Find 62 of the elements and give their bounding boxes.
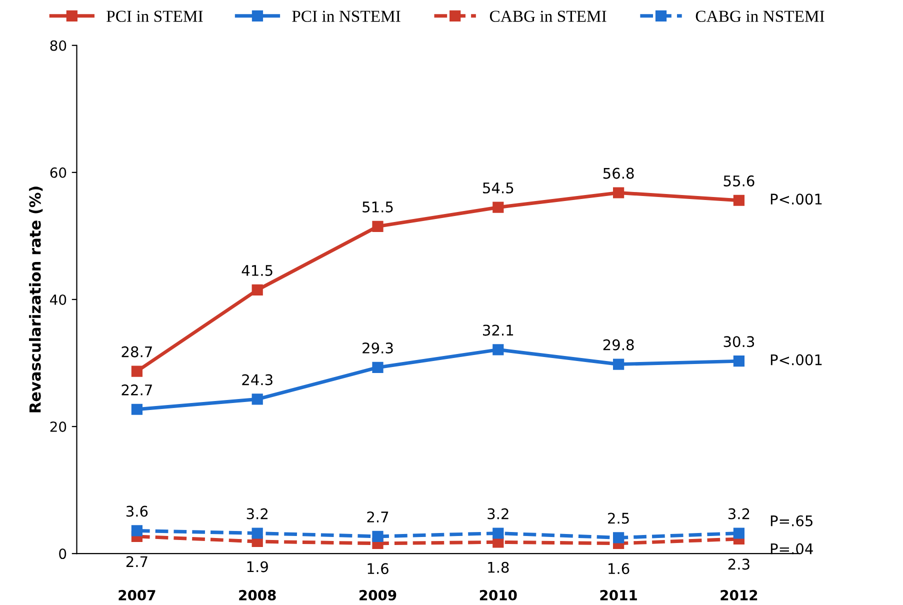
x-tick-label: 2012 xyxy=(720,590,758,600)
y-tick-label: 20 xyxy=(50,421,66,432)
data-label: 29.8 xyxy=(603,339,634,350)
legend-label: CABG in STEMI xyxy=(490,10,606,22)
data-label: 29.3 xyxy=(362,342,393,354)
point xyxy=(252,284,263,296)
y-tick-label: 40 xyxy=(50,294,66,305)
annotation: P<.001 xyxy=(770,354,822,366)
legend-label: PCI in NSTEMI xyxy=(292,10,400,22)
point xyxy=(492,202,504,213)
y-tick-label: 80 xyxy=(50,40,66,51)
point xyxy=(372,530,384,542)
point xyxy=(372,220,384,232)
data-label: 28.7 xyxy=(122,346,152,358)
data-label: 32.1 xyxy=(483,324,514,336)
annotation: P=.04 xyxy=(770,543,813,554)
data-label: 3.2 xyxy=(488,508,508,520)
data-label: 30.3 xyxy=(724,336,754,348)
data-label: 54.5 xyxy=(483,182,514,194)
point xyxy=(613,187,624,198)
data-label: 55.6 xyxy=(724,175,754,186)
x-tick-label: 2011 xyxy=(600,590,637,600)
data-label: 56.8 xyxy=(603,168,634,179)
x-tick-label: 2008 xyxy=(239,590,276,600)
data-label: 1.6 xyxy=(368,563,388,574)
data-label: 2.3 xyxy=(728,558,750,570)
point xyxy=(131,366,143,377)
data-label: 1.9 xyxy=(247,561,268,572)
point xyxy=(613,532,624,544)
point xyxy=(131,404,143,415)
data-label: 2.7 xyxy=(367,511,388,522)
x-tick-label: 2009 xyxy=(360,590,396,600)
point xyxy=(252,394,263,405)
point xyxy=(252,528,263,539)
data-label: 1.6 xyxy=(608,563,630,574)
data-label: 41.5 xyxy=(242,265,272,276)
point xyxy=(613,358,624,370)
point xyxy=(733,356,745,367)
data-label: 1.8 xyxy=(488,562,509,573)
data-label: 24.3 xyxy=(242,374,272,386)
x-tick-label: 2010 xyxy=(480,590,517,600)
point xyxy=(372,362,384,374)
data-label: 3.2 xyxy=(728,508,750,520)
point xyxy=(733,194,745,206)
x-tick-label: 2007 xyxy=(118,590,156,600)
y-axis-title: Revascularization rate (%) xyxy=(29,186,43,412)
y-tick-label: 0 xyxy=(59,548,66,560)
annotation: P=.65 xyxy=(770,515,812,526)
point xyxy=(492,528,504,539)
data-label: 2.7 xyxy=(126,556,148,567)
data-label: 51.5 xyxy=(362,202,393,212)
data-label: 2.5 xyxy=(608,512,629,524)
point xyxy=(733,528,745,539)
data-label: 3.6 xyxy=(126,506,148,517)
point xyxy=(131,525,143,536)
point xyxy=(492,344,504,356)
y-tick-label: 60 xyxy=(50,167,66,178)
annotation: P<.001 xyxy=(770,194,822,205)
data-label: 3.2 xyxy=(246,508,268,520)
legend-label: CABG in NSTEMI xyxy=(696,10,824,22)
data-label: 22.7 xyxy=(122,384,152,396)
legend-label: PCI in STEMI xyxy=(106,10,203,22)
